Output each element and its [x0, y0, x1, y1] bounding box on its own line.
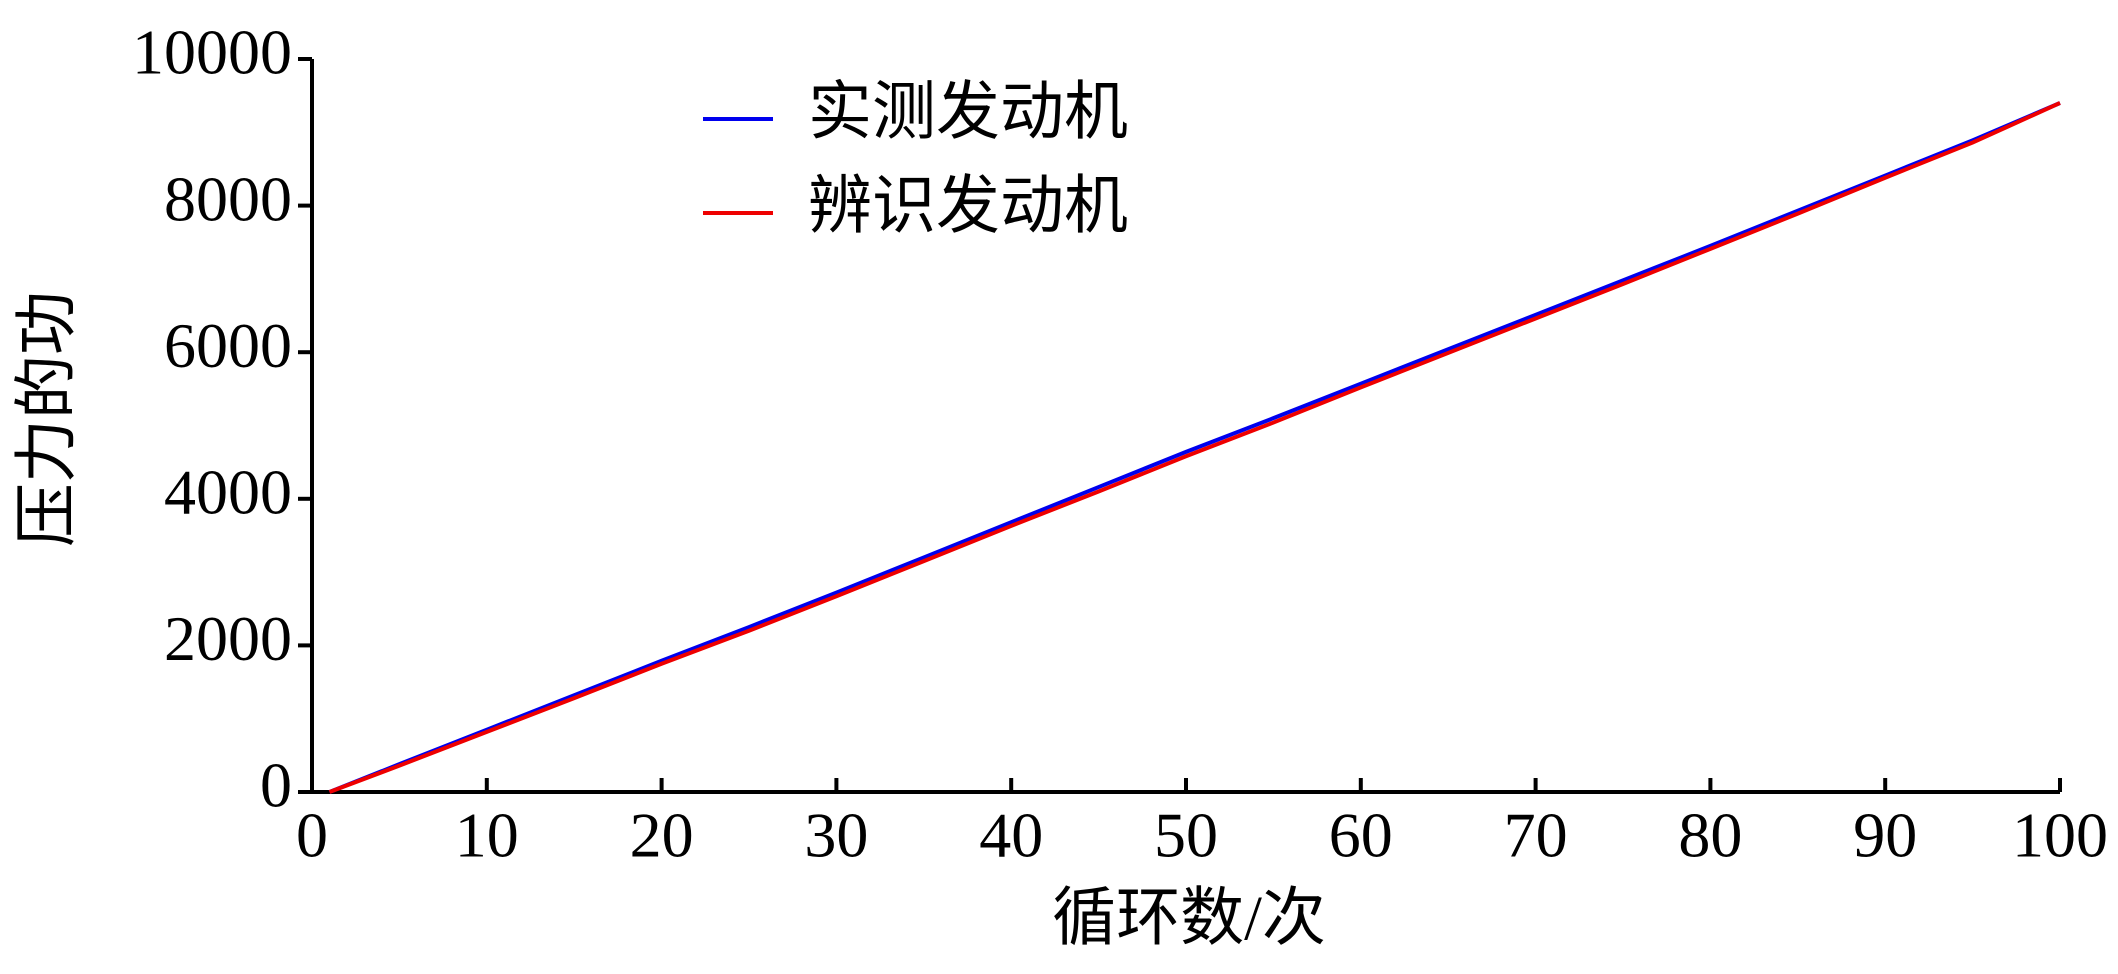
y-tick-label: 6000: [164, 310, 292, 381]
x-tick-label: 80: [1678, 800, 1742, 871]
y-tick-label: 10000: [132, 17, 292, 88]
y-tick-label: 4000: [164, 456, 292, 527]
x-tick-label: 10: [455, 800, 519, 871]
x-tick-label: 30: [804, 800, 868, 871]
x-tick-label: 90: [1853, 800, 1917, 871]
x-tick-label: 50: [1154, 800, 1218, 871]
legend-label: 实测发动机: [808, 77, 1128, 148]
y-axis-label: 压力的功: [12, 291, 83, 547]
y-tick-label: 8000: [164, 163, 292, 234]
x-axis-label: 循环数/次: [1052, 883, 1326, 954]
y-tick-label: 2000: [164, 603, 292, 674]
y-tick-label: 0: [260, 750, 292, 821]
x-tick-label: 0: [296, 800, 328, 871]
x-tick-label: 60: [1329, 800, 1393, 871]
x-tick-label: 70: [1504, 800, 1568, 871]
data-line: [328, 101, 2061, 794]
x-tick-label: 20: [630, 800, 694, 871]
legend-label: 辨识发动机: [808, 171, 1128, 242]
x-tick-label: 100: [2012, 800, 2108, 871]
x-tick-label: 40: [979, 800, 1043, 871]
data-line: [328, 101, 2061, 794]
